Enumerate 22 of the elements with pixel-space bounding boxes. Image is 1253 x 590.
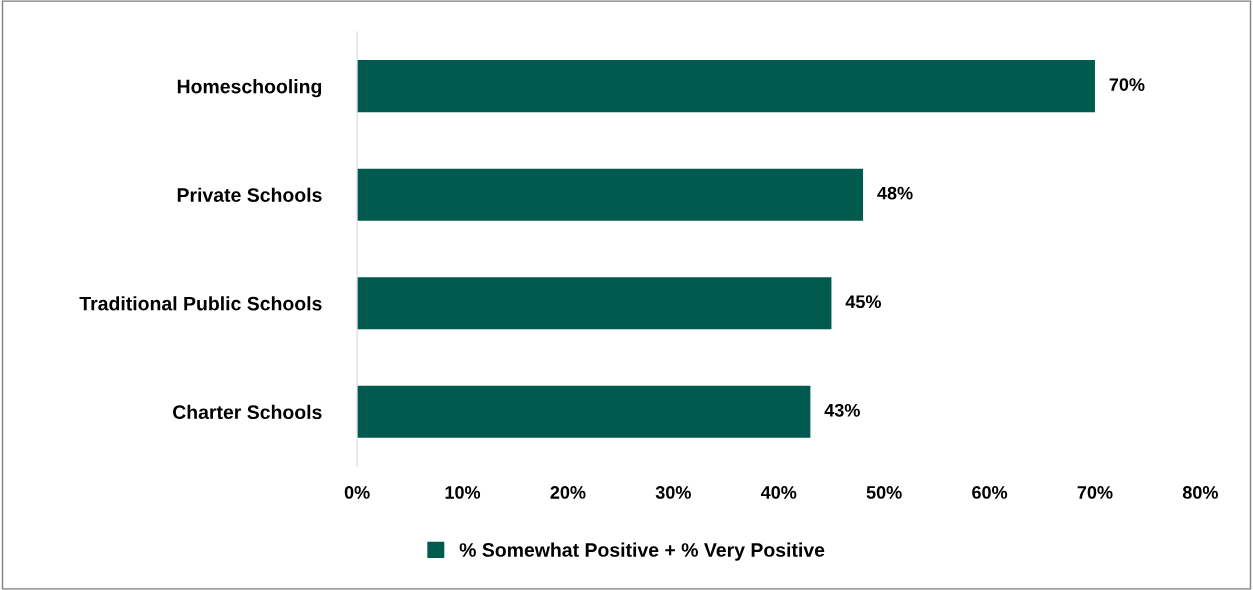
x-tick-label: 60% <box>972 486 1008 499</box>
y-tick-label: Homeschooling <box>177 79 322 98</box>
x-tick-label: 0% <box>344 486 370 499</box>
x-tick-label: 30% <box>655 486 691 499</box>
data-label: 48% <box>877 186 913 200</box>
data-label: 43% <box>824 403 860 417</box>
y-tick-label: Charter Schools <box>173 404 322 420</box>
data-label: 45% <box>845 295 881 309</box>
bar <box>357 277 832 330</box>
x-tick-label: 20% <box>550 486 586 499</box>
x-tick-label: 40% <box>760 486 797 499</box>
legend-label: % Somewhat Positive + % Very Positive <box>459 542 825 561</box>
bar <box>357 60 1095 113</box>
x-tick-label: 10% <box>445 486 481 499</box>
data-label: 70% <box>1109 78 1145 91</box>
y-tick-label: Private Schools <box>177 187 322 202</box>
y-tick-label: Traditional Public Schools <box>79 296 322 311</box>
x-tick-label: 80% <box>1182 486 1218 499</box>
bar <box>357 168 864 221</box>
x-tick-label: 50% <box>866 486 902 499</box>
x-tick-label: 70% <box>1077 486 1113 499</box>
bar <box>357 385 811 438</box>
